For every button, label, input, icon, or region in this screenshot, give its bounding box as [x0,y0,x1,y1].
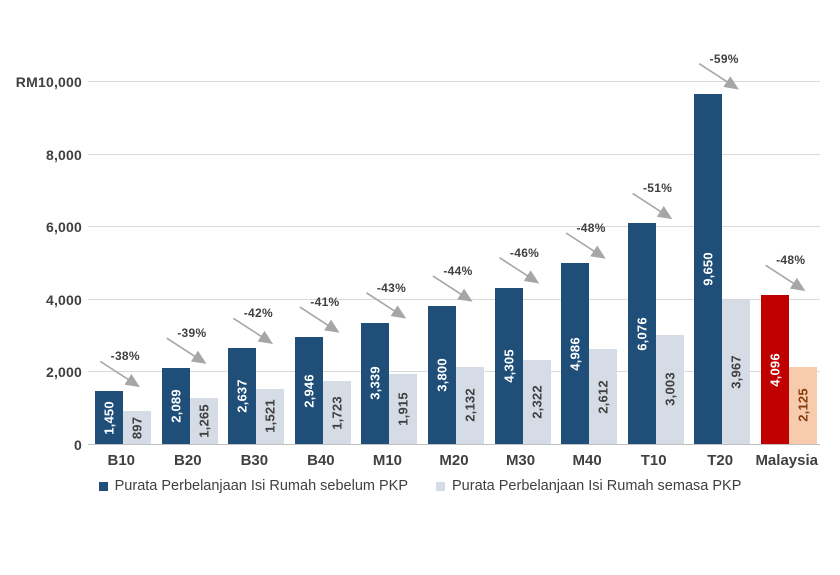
decline-arrow-icon [166,337,207,364]
bar-before [494,287,523,444]
y-axis-label: 8,000 [45,146,82,163]
gridline [88,226,820,228]
gridline [88,298,820,300]
x-axis-line [88,444,820,445]
x-axis-label: T10 [640,452,667,469]
bar-before [428,306,456,444]
decline-percent-label: -39% [177,326,207,341]
x-axis-label: T20 [707,452,734,469]
decline-arrow-icon [366,292,407,319]
bar-before [95,391,124,444]
decline-arrow-icon [432,275,473,302]
decline-percent-label: -38% [110,349,140,364]
y-axis-label: 0 [74,437,82,453]
y-axis-label: 4,000 [45,291,82,308]
bar-before [161,368,190,444]
x-axis-label: M30 [505,452,536,469]
decline-arrow-icon [698,63,739,90]
decline-arrow-icon [299,306,340,333]
bar-during [589,349,618,444]
decline-percent-label: -59% [709,51,739,66]
decline-percent-label: -41% [310,295,340,310]
bar-during [256,388,285,444]
bar-before [228,348,257,444]
bar-during [456,366,484,444]
bar-during [655,334,684,444]
decline-percent-label: -48% [776,253,806,268]
x-axis-label: Malaysia [755,452,818,469]
bar-during [522,359,551,444]
legend-label-before: Purata Perbelanjaan Isi Rumah sebelum PK… [114,478,409,494]
y-axis-label: RM10,000 [15,74,82,90]
decline-percent-label: -48% [576,221,606,235]
gridline [88,81,820,82]
x-axis-label: B20 [174,452,202,469]
bar-during [123,411,152,444]
legend-item-during: Purata Perbelanjaan Isi Rumah semasa PKP [436,478,741,494]
decline-percent-label: -46% [509,245,540,260]
decline-arrow-icon [632,192,673,220]
x-axis-label: B30 [240,452,269,469]
decline-percent-label: -43% [376,280,407,295]
bar-during [788,366,817,444]
x-axis-label: B40 [307,452,335,469]
y-axis-label: 2,000 [45,364,82,381]
bar-before [361,322,390,444]
bar-before [760,295,789,444]
bar-before [694,93,723,444]
legend-swatch-during-icon [436,481,446,491]
decline-percent-label: -51% [643,181,673,196]
gridline [88,153,820,155]
bar-before [627,223,656,444]
decline-percent-label: -44% [443,264,473,279]
x-axis-label: M10 [372,452,403,469]
decline-arrow-icon [765,264,806,292]
bar-during [389,374,418,444]
bar-during [322,381,351,444]
bar-during [722,299,751,444]
decline-arrow-icon [499,257,540,284]
legend-item-before: Purata Perbelanjaan Isi Rumah sebelum PK… [98,478,409,494]
x-axis-label: B10 [107,452,136,469]
legend-swatch-before-icon [98,481,108,491]
bar-during [189,398,218,444]
decline-arrow-icon [565,232,606,259]
y-axis-label: 6,000 [45,219,82,236]
bar-before [561,263,590,444]
legend: Purata Perbelanjaan Isi Rumah sebelum PK… [0,478,840,494]
x-axis-label: M40 [572,452,602,469]
legend-label-during: Purata Perbelanjaan Isi Rumah semasa PKP [452,478,742,494]
bar-before [294,337,323,444]
x-axis-label: M20 [439,452,469,469]
decline-arrow-icon [232,317,274,345]
decline-percent-label: -42% [243,306,273,321]
decline-arrow-icon [99,360,140,388]
